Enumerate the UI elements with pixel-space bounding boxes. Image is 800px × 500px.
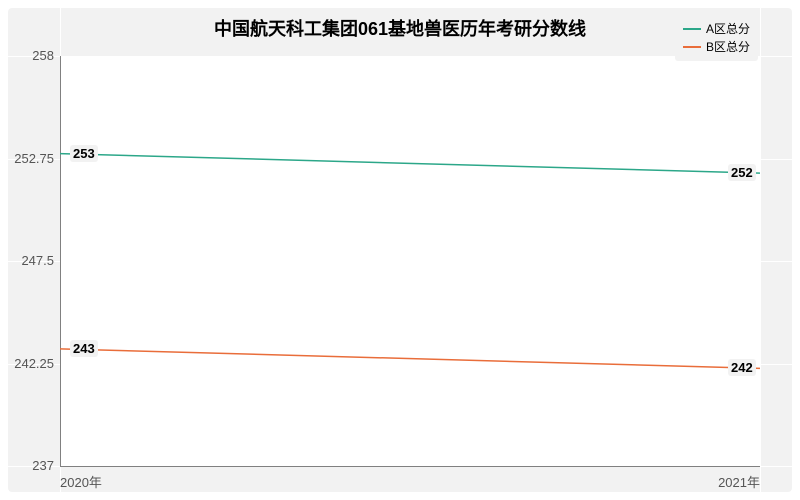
y-tick-label: 242.25 — [14, 356, 54, 371]
legend-swatch — [683, 28, 701, 30]
point-label: 242 — [728, 359, 756, 376]
legend-label: A区总分 — [706, 20, 750, 37]
grid-line-h — [8, 364, 792, 365]
x-tick-label: 2020年 — [60, 472, 102, 491]
legend-label: B区总分 — [706, 38, 750, 55]
grid-line-h — [8, 261, 792, 262]
spine-bottom — [60, 466, 760, 467]
y-tick-label: 258 — [32, 48, 54, 63]
legend-swatch — [683, 46, 701, 48]
legend-item: A区总分 — [683, 20, 750, 37]
legend: A区总分B区总分 — [675, 14, 758, 61]
grid-line-h — [8, 159, 792, 160]
grid-line-v — [760, 8, 761, 492]
y-tick-label: 252.75 — [14, 151, 54, 166]
chart-container: 中国航天科工集团061基地兽医历年考研分数线 237242.25247.5252… — [0, 0, 800, 500]
point-label: 252 — [728, 164, 756, 181]
spine-left — [60, 56, 61, 466]
x-tick-label: 2021年 — [718, 472, 760, 491]
point-label: 253 — [70, 145, 98, 162]
point-label: 243 — [70, 340, 98, 357]
y-tick-label: 247.5 — [21, 253, 54, 268]
legend-item: B区总分 — [683, 38, 750, 55]
y-tick-label: 237 — [32, 458, 54, 473]
